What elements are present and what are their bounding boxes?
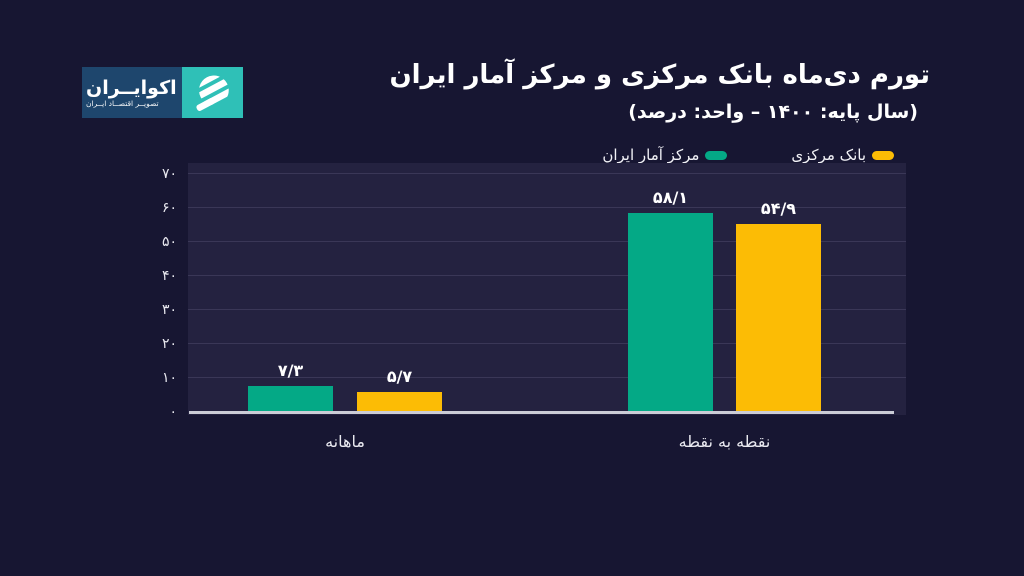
chart-title: تورم دی‌ماه بانک مرکزی و مرکز آمار ایران: [389, 60, 930, 90]
y-axis-tick-label: ۱۰: [161, 370, 177, 386]
gridline: [188, 207, 906, 208]
ecoiran-logo: اکوایــران تصویــر اقتصــاد ایــران: [82, 67, 243, 118]
x-axis-line: [189, 411, 894, 414]
bar-value-label: ۵۸/۱: [652, 188, 689, 208]
y-axis: ۰ ۱۰ ۲۰ ۳۰ ۴۰ ۵۰ ۶۰ ۷۰: [100, 163, 177, 420]
bar-series1-cat1[interactable]: [248, 386, 333, 411]
gridline: [188, 275, 906, 276]
y-axis-tick-label: ۶۰: [161, 200, 177, 216]
logo-brand-name: اکوایــران: [86, 76, 177, 99]
legend-item-central-bank[interactable]: بانک مرکزی: [791, 146, 894, 164]
bar-series2-cat1[interactable]: [357, 391, 442, 411]
legend-label: مرکز آمار ایران: [602, 146, 700, 164]
gridline: [188, 309, 906, 310]
gridline: [188, 343, 906, 344]
chart-subtitle: (سال پایه: ۱۴۰۰ – واحد: درصد): [628, 101, 918, 123]
x-axis-category-label: ماهانه: [325, 432, 365, 451]
logo-text-block: اکوایــران تصویــر اقتصــاد ایــران: [82, 67, 182, 118]
y-axis-tick-label: ۵۰: [161, 234, 177, 250]
y-axis-tick-label: ۴۰: [161, 268, 177, 284]
legend: بانک مرکزی مرکز آمار ایران: [602, 146, 894, 164]
bar-value-label: ۵۴/۹: [760, 199, 797, 219]
y-axis-tick-label: ۲۰: [161, 336, 177, 352]
bar-value-label: ۵/۷: [386, 366, 413, 386]
gridline: [188, 377, 906, 378]
legend-swatch-yellow: [872, 150, 894, 160]
legend-label: بانک مرکزی: [791, 146, 866, 164]
logo-tagline: تصویــر اقتصــاد ایــران: [86, 98, 159, 108]
gridline: [188, 241, 906, 242]
legend-item-statistics-center[interactable]: مرکز آمار ایران: [602, 146, 728, 164]
bar-series1-cat2[interactable]: [628, 213, 713, 411]
y-axis-tick-label: ۳۰: [161, 302, 177, 318]
bar-series2-cat2[interactable]: [736, 224, 821, 411]
legend-swatch-green: [705, 150, 728, 160]
ecoiran-globe-icon: [193, 71, 234, 111]
y-axis-tick-label: ۰: [169, 404, 177, 420]
y-axis-tick-label: ۷۰: [161, 166, 177, 182]
plot-area: ۷/۳ ۵/۷ ۵۸/۱ ۵۴/۹: [188, 163, 906, 415]
logo-mark-box: [182, 67, 243, 118]
bar-value-label: ۷/۳: [277, 361, 304, 381]
gridline: [188, 173, 906, 174]
x-axis-category-label: نقطه به نقطه: [678, 432, 771, 451]
